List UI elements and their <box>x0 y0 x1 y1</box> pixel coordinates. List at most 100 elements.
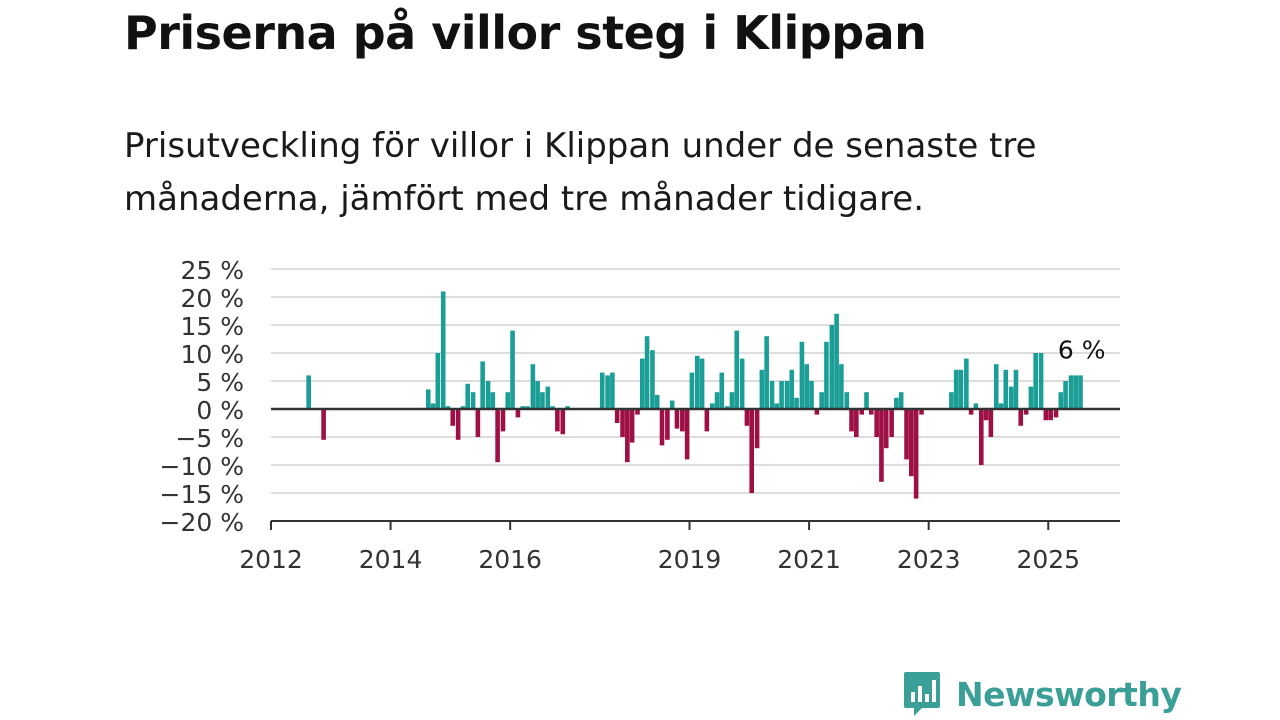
bar <box>1003 369 1009 409</box>
bar <box>425 389 431 409</box>
bar <box>769 381 775 409</box>
bar <box>973 403 979 409</box>
x-tick-label: 2016 <box>478 545 542 574</box>
bar <box>535 381 540 409</box>
bar <box>754 409 760 449</box>
bar <box>1053 409 1059 418</box>
bar <box>784 381 790 409</box>
bar <box>684 409 690 460</box>
bar <box>799 341 805 409</box>
bar <box>480 361 485 409</box>
bar <box>674 409 680 429</box>
bar <box>824 341 829 409</box>
bar <box>859 409 865 415</box>
bar <box>629 409 635 443</box>
bar <box>734 330 740 409</box>
bar <box>635 409 640 415</box>
bar <box>964 358 969 409</box>
newsworthy-logo: Newsworthy <box>902 670 1182 718</box>
bar <box>475 409 481 437</box>
bar <box>894 397 899 409</box>
bar <box>599 372 605 409</box>
bar <box>988 409 994 437</box>
bar <box>694 355 700 409</box>
bar <box>759 369 765 409</box>
bar <box>530 364 536 409</box>
bar <box>709 403 715 409</box>
bar <box>919 409 924 415</box>
bar <box>744 409 750 426</box>
bar <box>949 392 954 409</box>
bar <box>565 406 570 409</box>
bar <box>739 358 745 409</box>
bar <box>839 364 844 409</box>
bar <box>794 397 799 409</box>
bar <box>1048 409 1053 421</box>
y-tick-label: 20 % <box>180 284 244 313</box>
bar <box>435 353 441 409</box>
price-change-bar-chart: 25 %20 %15 %10 %5 %0 %−5 %−10 %−15 %−20 … <box>160 256 1120 574</box>
y-tick-label: −10 % <box>160 452 244 481</box>
bar <box>898 392 904 409</box>
bar <box>904 409 909 460</box>
bar <box>545 386 551 409</box>
bar <box>550 406 555 409</box>
bar <box>639 358 645 409</box>
newsworthy-logo-icon <box>904 672 940 716</box>
bar <box>958 369 964 409</box>
bar <box>1043 409 1049 421</box>
x-tick-label: 2019 <box>658 545 722 574</box>
bar <box>1008 386 1014 409</box>
bar <box>654 395 660 409</box>
bar <box>555 409 560 432</box>
bar <box>849 409 854 432</box>
bar <box>460 406 466 409</box>
x-tick-label: 2012 <box>239 545 303 574</box>
bar <box>610 372 615 409</box>
bar <box>889 409 894 437</box>
bar <box>689 372 695 409</box>
bar <box>834 313 839 409</box>
bar <box>495 409 500 463</box>
bar <box>540 392 545 409</box>
bar <box>620 409 625 437</box>
bar <box>764 336 769 409</box>
bar <box>625 409 630 463</box>
bar <box>819 392 824 409</box>
bar <box>1068 375 1074 409</box>
bar <box>430 403 436 409</box>
bar <box>455 409 461 440</box>
bar <box>779 381 784 409</box>
x-tick-label: 2025 <box>1016 545 1080 574</box>
bar <box>983 409 989 421</box>
bar <box>505 392 511 409</box>
bar <box>953 369 959 409</box>
bar <box>749 409 754 493</box>
y-tick-label: −5 % <box>175 424 244 453</box>
bar <box>650 350 655 409</box>
bar <box>868 409 874 415</box>
bar <box>465 383 470 409</box>
x-axis: 2012 2014 2016 2019 2021 2023 2025 <box>239 520 1120 574</box>
bar <box>1073 375 1079 409</box>
bar <box>854 409 859 437</box>
bar <box>874 409 879 437</box>
bar <box>729 392 735 409</box>
bar <box>1078 375 1083 409</box>
bar <box>909 409 914 477</box>
x-tick-label: 2023 <box>897 545 961 574</box>
bar <box>440 291 446 409</box>
bar <box>614 409 620 423</box>
bar <box>560 409 566 435</box>
bar <box>913 409 919 499</box>
bar <box>306 375 311 409</box>
bar <box>774 403 780 409</box>
bar <box>1058 392 1064 409</box>
bar <box>490 392 496 409</box>
chart-subtitle: Prisutveckling för villor i Klippan unde… <box>124 126 1037 219</box>
bar <box>704 409 710 432</box>
bar <box>864 392 869 409</box>
bar <box>1033 353 1038 409</box>
bar <box>879 409 884 482</box>
brand-name: Newsworthy <box>956 674 1182 714</box>
